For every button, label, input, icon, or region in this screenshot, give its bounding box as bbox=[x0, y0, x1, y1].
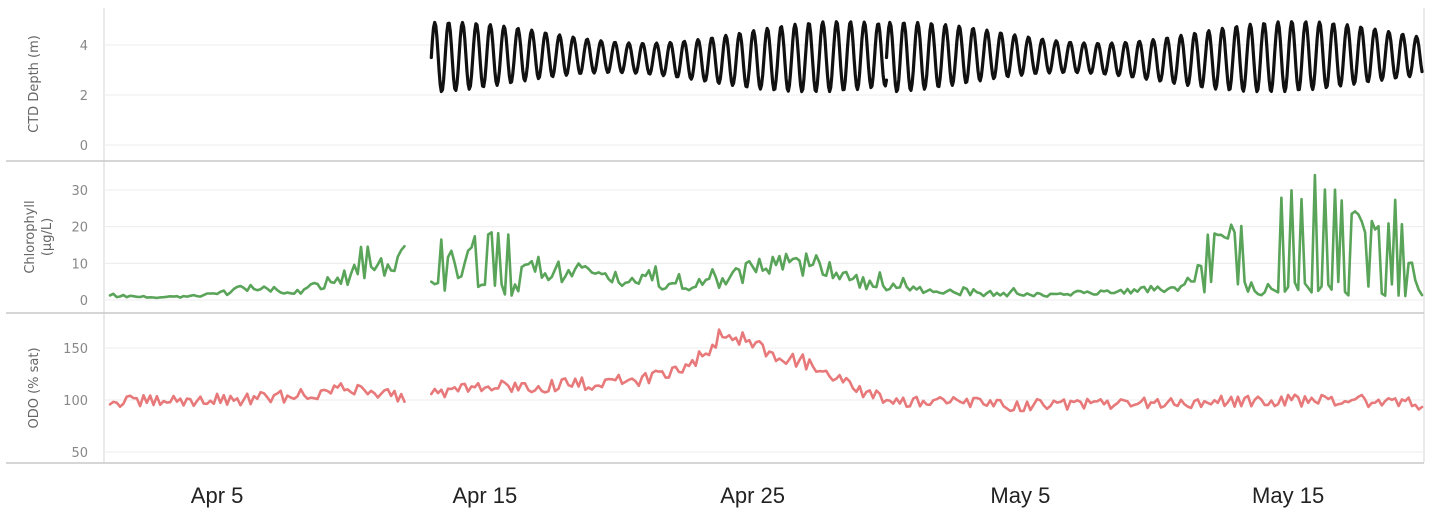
x-tick-label: May 5 bbox=[990, 483, 1050, 508]
y-tick-label: 50 bbox=[71, 446, 88, 461]
series-line-depth bbox=[429, 20, 889, 94]
y-axis-title-line: CTD Depth (m) bbox=[27, 35, 42, 133]
y-axis-title-line: (µg/L) bbox=[40, 218, 55, 256]
y-tick-label: 0 bbox=[80, 139, 88, 154]
x-tick-label: May 15 bbox=[1252, 483, 1324, 508]
y-axis-title: Chlorophyll (µg/L) bbox=[23, 200, 55, 273]
series-line-odo bbox=[108, 382, 406, 408]
y-axis-title-line: Chlorophyll bbox=[23, 200, 38, 273]
y-tick-label: 0 bbox=[80, 294, 88, 309]
x-tick-label: Apr 25 bbox=[720, 483, 785, 508]
y-tick-label: 20 bbox=[71, 221, 88, 236]
x-tick-label: Apr 5 bbox=[191, 483, 244, 508]
panel-depth: 0 2 4 CTD Depth (m) bbox=[27, 20, 1424, 154]
y-axis-title: CTD Depth (m) bbox=[27, 35, 42, 133]
x-tick-label: Apr 15 bbox=[452, 483, 517, 508]
series-line-depth bbox=[884, 20, 1424, 94]
y-tick-label: 30 bbox=[71, 184, 88, 199]
y-tick-label: 4 bbox=[80, 39, 88, 54]
series-line-chl bbox=[430, 173, 1424, 298]
y-tick-label: 100 bbox=[63, 394, 88, 409]
panel-chl: 0 10 20 30 Chlorophyll (µg/L) bbox=[23, 173, 1424, 309]
y-tick-label: 2 bbox=[80, 89, 88, 104]
series-line-chl bbox=[108, 244, 406, 300]
panel-odo: 50 100 150 ODO (% sat) bbox=[27, 328, 1424, 461]
y-axis-title: ODO (% sat) bbox=[27, 347, 42, 428]
series-line-odo bbox=[430, 328, 1424, 413]
y-tick-label: 10 bbox=[71, 257, 88, 272]
y-axis-title-line: ODO (% sat) bbox=[27, 347, 42, 428]
y-tick-label: 150 bbox=[63, 342, 88, 357]
